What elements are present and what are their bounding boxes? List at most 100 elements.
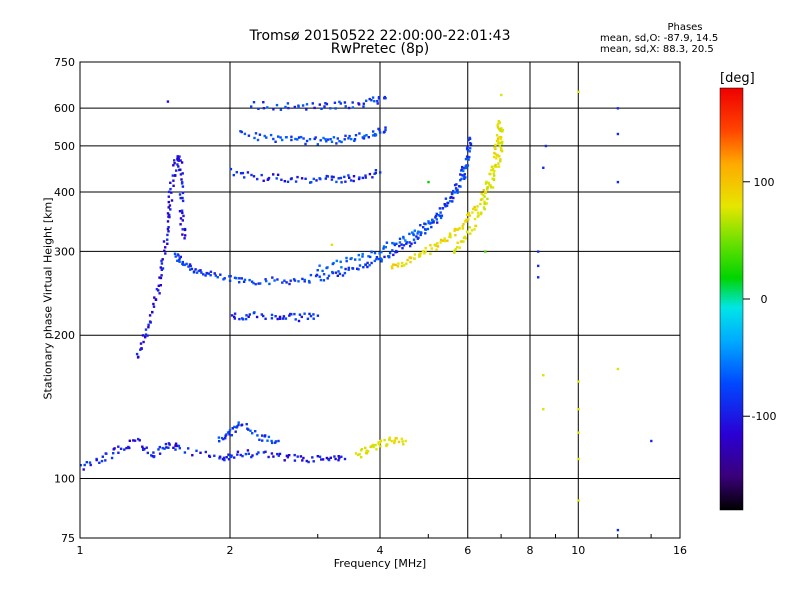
data-point xyxy=(157,448,160,451)
data-point xyxy=(495,165,498,168)
data-point xyxy=(172,446,175,449)
data-point xyxy=(442,239,445,242)
data-point xyxy=(357,253,360,257)
data-point xyxy=(378,131,382,134)
data-point xyxy=(278,315,282,319)
data-point xyxy=(391,266,394,270)
data-point xyxy=(265,136,268,139)
data-point xyxy=(286,456,289,459)
data-point xyxy=(370,261,373,265)
data-point xyxy=(409,256,412,260)
data-point xyxy=(456,246,459,249)
data-point xyxy=(105,452,108,455)
data-point xyxy=(409,244,412,248)
data-point xyxy=(318,455,322,458)
data-point xyxy=(343,271,347,275)
y-tick-label: 400 xyxy=(54,186,75,199)
data-point xyxy=(166,100,170,103)
y-tick-label: 75 xyxy=(61,532,75,545)
y-tick-label: 500 xyxy=(54,140,75,153)
data-point xyxy=(123,448,126,451)
data-point xyxy=(303,312,306,315)
data-point xyxy=(259,282,262,285)
data-point xyxy=(616,367,620,371)
data-point xyxy=(482,206,486,209)
data-point xyxy=(469,147,472,150)
data-point xyxy=(427,180,430,184)
data-point xyxy=(117,451,120,454)
data-point xyxy=(464,157,468,161)
data-point xyxy=(456,241,459,244)
data-point xyxy=(272,455,275,458)
data-point xyxy=(279,136,282,139)
data-point xyxy=(204,274,207,277)
data-point xyxy=(492,172,495,175)
data-point xyxy=(497,165,501,168)
data-point xyxy=(161,446,164,450)
data-point xyxy=(357,268,360,271)
data-point xyxy=(373,251,377,255)
data-point xyxy=(306,317,310,320)
data-point xyxy=(183,451,187,454)
data-point xyxy=(292,278,296,281)
data-point xyxy=(288,454,291,457)
data-point xyxy=(325,140,328,143)
data-point xyxy=(294,180,298,183)
data-point xyxy=(393,243,397,247)
data-point xyxy=(272,137,275,141)
data-point xyxy=(286,102,290,105)
data-point xyxy=(251,432,254,435)
data-point xyxy=(305,103,309,106)
data-point xyxy=(461,240,464,243)
data-point xyxy=(358,258,361,261)
data-point xyxy=(179,159,182,162)
data-point xyxy=(170,191,173,194)
data-point xyxy=(422,226,425,229)
data-point xyxy=(281,317,285,320)
data-point xyxy=(167,195,170,198)
data-point xyxy=(402,237,405,240)
data-point xyxy=(98,461,101,464)
data-point xyxy=(169,208,172,211)
data-point xyxy=(309,273,313,277)
data-point xyxy=(352,175,356,178)
data-point xyxy=(332,136,336,139)
data-point xyxy=(364,174,367,177)
data-point xyxy=(148,320,152,323)
data-point xyxy=(312,317,315,320)
data-point xyxy=(304,177,307,180)
data-point xyxy=(444,239,447,243)
data-point xyxy=(430,221,433,224)
data-point xyxy=(294,318,297,321)
data-point xyxy=(324,102,327,105)
data-point xyxy=(221,457,225,461)
data-point xyxy=(352,179,355,183)
data-point xyxy=(408,232,411,236)
data-point xyxy=(166,242,169,245)
data-point xyxy=(168,213,171,217)
data-point xyxy=(167,206,170,209)
data-point xyxy=(260,173,263,177)
data-point xyxy=(181,211,184,215)
y-tick-labels: 75 100 200 300 400 500 600 750 xyxy=(54,56,75,545)
data-point xyxy=(177,157,180,161)
data-point xyxy=(353,139,356,142)
data-point xyxy=(270,317,274,320)
data-point xyxy=(135,352,139,356)
data-point xyxy=(439,211,442,214)
data-point xyxy=(330,175,334,178)
data-point xyxy=(290,313,293,316)
data-point xyxy=(542,166,545,169)
data-point xyxy=(484,250,487,253)
data-point xyxy=(485,180,488,184)
data-point xyxy=(616,107,620,110)
data-point xyxy=(247,315,250,318)
data-point xyxy=(337,177,340,180)
data-point xyxy=(276,278,279,281)
data-point xyxy=(298,313,302,316)
data-point xyxy=(264,317,267,320)
data-point xyxy=(616,528,620,532)
data-point xyxy=(343,175,346,179)
chart-title: Tromsø 20150522 22:00:00-22:01:43 xyxy=(249,28,511,44)
data-point xyxy=(454,234,457,237)
